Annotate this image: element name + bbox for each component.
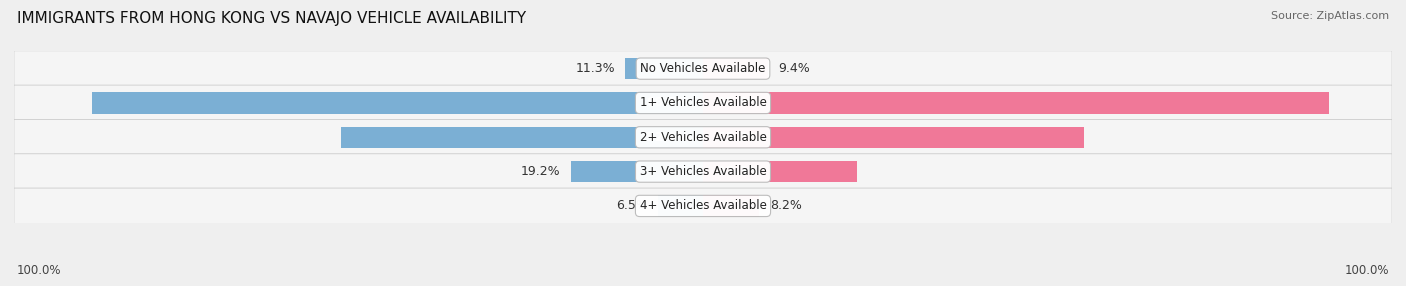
Text: 55.3%: 55.3%	[717, 131, 761, 144]
Bar	[703, 92, 1329, 114]
Text: 4+ Vehicles Available: 4+ Vehicles Available	[640, 199, 766, 212]
FancyBboxPatch shape	[14, 85, 1392, 121]
Bar	[626, 58, 703, 79]
FancyBboxPatch shape	[14, 188, 1392, 224]
FancyBboxPatch shape	[14, 154, 1392, 189]
Text: IMMIGRANTS FROM HONG KONG VS NAVAJO VEHICLE AVAILABILITY: IMMIGRANTS FROM HONG KONG VS NAVAJO VEHI…	[17, 11, 526, 26]
Bar	[340, 127, 703, 148]
Bar	[703, 127, 1084, 148]
Bar	[703, 161, 856, 182]
Bar	[91, 92, 703, 114]
Text: Source: ZipAtlas.com: Source: ZipAtlas.com	[1271, 11, 1389, 21]
Text: 9.4%: 9.4%	[778, 62, 810, 75]
Text: 6.5%: 6.5%	[616, 199, 648, 212]
Bar	[703, 58, 768, 79]
Bar	[658, 195, 703, 217]
Text: 100.0%: 100.0%	[1344, 265, 1389, 277]
Text: 52.6%: 52.6%	[645, 131, 689, 144]
Text: 19.2%: 19.2%	[520, 165, 561, 178]
Text: 2+ Vehicles Available: 2+ Vehicles Available	[640, 131, 766, 144]
Bar	[571, 161, 703, 182]
Legend: Immigrants from Hong Kong, Navajo: Immigrants from Hong Kong, Navajo	[561, 283, 845, 286]
Text: 88.7%: 88.7%	[645, 96, 689, 110]
Text: 22.3%: 22.3%	[717, 165, 761, 178]
Text: 1+ Vehicles Available: 1+ Vehicles Available	[640, 96, 766, 110]
Text: No Vehicles Available: No Vehicles Available	[640, 62, 766, 75]
Text: 8.2%: 8.2%	[770, 199, 801, 212]
Bar	[703, 195, 759, 217]
Text: 90.8%: 90.8%	[717, 96, 761, 110]
Text: 100.0%: 100.0%	[17, 265, 62, 277]
Text: 3+ Vehicles Available: 3+ Vehicles Available	[640, 165, 766, 178]
FancyBboxPatch shape	[14, 51, 1392, 86]
Text: 11.3%: 11.3%	[575, 62, 614, 75]
FancyBboxPatch shape	[14, 120, 1392, 155]
